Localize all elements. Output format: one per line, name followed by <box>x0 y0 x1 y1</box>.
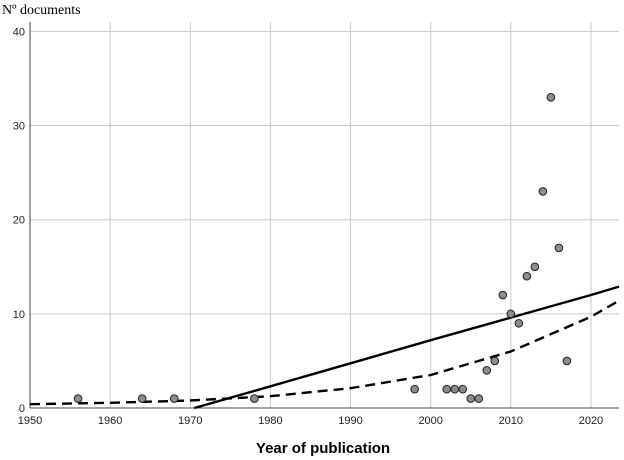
trend-lines <box>29 285 620 410</box>
data-point <box>522 271 532 281</box>
data-point <box>546 93 556 102</box>
plot-frame <box>29 22 619 409</box>
data-point <box>498 290 508 300</box>
data-point <box>458 384 468 394</box>
grid-lines <box>30 22 619 408</box>
data-point <box>450 384 460 394</box>
tick-labels: 1950 1960 1970 1980 1990 2000 2010 2020 0 10 20 30 4… <box>13 26 603 427</box>
x-tick-label: 2000 <box>418 415 442 427</box>
y-axis-title: Nº documents <box>2 3 81 18</box>
dashed-trend-line <box>29 299 620 406</box>
data-point <box>137 394 147 403</box>
y-tick-label: 20 <box>13 215 25 227</box>
x-tick-label: 1970 <box>178 415 202 427</box>
data-point <box>466 394 476 403</box>
data-point <box>490 356 500 366</box>
data-point <box>442 384 452 394</box>
x-tick-label: 1980 <box>258 415 282 427</box>
x-tick-label: 1960 <box>98 415 122 427</box>
data-point <box>506 309 516 319</box>
y-tick-label: 40 <box>13 26 25 38</box>
y-tick-label: 10 <box>13 309 25 321</box>
data-point <box>514 318 524 328</box>
data-point <box>562 356 572 366</box>
data-point <box>482 366 492 375</box>
data-point <box>554 243 564 253</box>
x-tick-label: 1950 <box>18 415 42 427</box>
data-point <box>538 187 548 196</box>
data-point <box>250 394 259 403</box>
data-point <box>530 262 540 272</box>
solid-trend-line <box>193 285 620 410</box>
data-points <box>73 93 572 403</box>
data-point <box>169 394 179 403</box>
y-tick-label: 30 <box>13 121 25 133</box>
y-tick-label: 0 <box>19 403 25 415</box>
x-axis-title: Year of publication <box>256 440 390 457</box>
x-tick-label: 2010 <box>499 415 523 427</box>
x-tick-label: 1990 <box>338 415 362 427</box>
data-point <box>410 384 419 394</box>
x-tick-label: 2020 <box>579 415 603 427</box>
data-point <box>73 394 83 403</box>
data-point <box>474 394 484 403</box>
